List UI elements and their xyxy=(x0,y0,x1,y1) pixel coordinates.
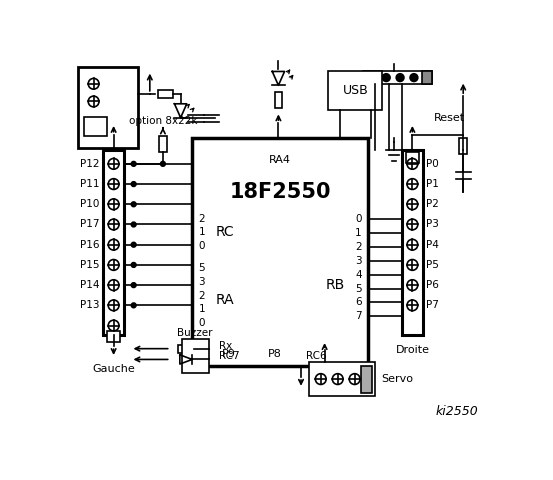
Text: 1: 1 xyxy=(199,304,205,314)
Text: P2: P2 xyxy=(426,199,439,209)
Bar xyxy=(182,339,209,373)
Circle shape xyxy=(396,74,404,82)
Text: 3: 3 xyxy=(199,277,205,288)
Text: RC7: RC7 xyxy=(219,351,240,361)
Text: 6: 6 xyxy=(355,298,362,308)
Text: RB: RB xyxy=(325,278,345,292)
Text: P10: P10 xyxy=(80,199,100,209)
Text: P16: P16 xyxy=(80,240,100,250)
Text: option 8x22k: option 8x22k xyxy=(129,116,197,126)
Text: Buzzer: Buzzer xyxy=(178,328,213,338)
Text: 2: 2 xyxy=(199,291,205,301)
Text: 3: 3 xyxy=(355,256,362,266)
Circle shape xyxy=(132,242,136,247)
Text: 4: 4 xyxy=(355,270,362,280)
Text: RA4: RA4 xyxy=(269,155,291,165)
Text: P5: P5 xyxy=(426,260,439,270)
Text: Rx: Rx xyxy=(219,341,232,351)
Text: 0: 0 xyxy=(355,214,362,224)
Circle shape xyxy=(132,303,136,308)
Circle shape xyxy=(410,74,418,82)
Bar xyxy=(361,366,372,393)
Bar xyxy=(274,92,282,108)
Text: 5: 5 xyxy=(355,284,362,294)
Text: RC6: RC6 xyxy=(306,351,327,361)
Circle shape xyxy=(132,162,136,166)
Bar xyxy=(85,117,107,136)
Circle shape xyxy=(382,74,390,82)
Text: 5: 5 xyxy=(199,263,205,273)
Bar xyxy=(363,72,432,84)
Bar xyxy=(406,152,419,163)
Text: 2: 2 xyxy=(199,214,205,224)
Bar xyxy=(460,138,467,154)
Circle shape xyxy=(160,162,165,166)
Bar xyxy=(178,345,194,352)
Bar xyxy=(78,67,138,148)
Text: 7: 7 xyxy=(355,312,362,321)
Circle shape xyxy=(132,263,136,267)
Circle shape xyxy=(132,222,136,227)
Text: P12: P12 xyxy=(80,159,100,169)
Circle shape xyxy=(132,202,136,206)
Text: Gauche: Gauche xyxy=(92,364,135,374)
Text: 0: 0 xyxy=(199,241,205,251)
Circle shape xyxy=(368,74,376,82)
Text: P14: P14 xyxy=(80,280,100,290)
Text: Reset: Reset xyxy=(434,113,465,123)
Text: 0: 0 xyxy=(199,318,205,328)
Text: Droite: Droite xyxy=(395,345,429,355)
Circle shape xyxy=(132,283,136,288)
Text: P11: P11 xyxy=(80,179,100,189)
Bar xyxy=(103,150,124,335)
Text: P15: P15 xyxy=(80,260,100,270)
Text: P1: P1 xyxy=(426,179,439,189)
Text: P6: P6 xyxy=(426,280,439,290)
Text: 18F2550: 18F2550 xyxy=(229,182,331,203)
Bar xyxy=(309,362,375,396)
Text: P17: P17 xyxy=(80,219,100,229)
Bar xyxy=(192,138,368,366)
Text: P3: P3 xyxy=(426,219,439,229)
Text: P13: P13 xyxy=(80,300,100,311)
Text: P0: P0 xyxy=(426,159,439,169)
Text: P7: P7 xyxy=(426,300,439,311)
Bar xyxy=(107,331,120,342)
Bar xyxy=(158,90,173,97)
Circle shape xyxy=(132,182,136,186)
Text: 1: 1 xyxy=(355,228,362,238)
Bar xyxy=(401,150,423,335)
Bar xyxy=(421,72,432,84)
Text: RA: RA xyxy=(215,293,234,307)
Text: ki2550: ki2550 xyxy=(436,405,478,418)
Text: 1: 1 xyxy=(199,228,205,238)
Text: Servo: Servo xyxy=(381,374,413,384)
Text: RC: RC xyxy=(215,226,234,240)
Bar xyxy=(328,72,382,110)
Bar xyxy=(159,136,167,152)
Text: USB: USB xyxy=(342,84,368,97)
Text: P4: P4 xyxy=(426,240,439,250)
Text: 2: 2 xyxy=(355,242,362,252)
Text: P9: P9 xyxy=(221,349,235,359)
Text: P8: P8 xyxy=(268,349,281,359)
